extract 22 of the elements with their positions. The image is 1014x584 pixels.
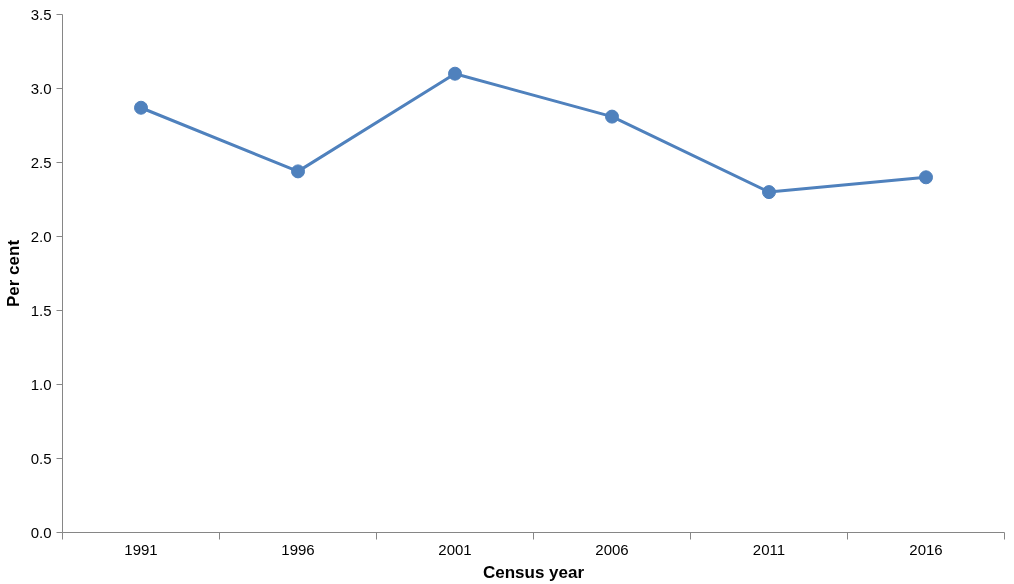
y-tick-label: 2.0 bbox=[30, 227, 52, 245]
point bbox=[605, 109, 619, 124]
point bbox=[448, 66, 462, 81]
x-tick-label: 2016 bbox=[909, 540, 943, 558]
y-tick-label: 0.5 bbox=[30, 449, 52, 467]
y-axis-title: Per cent bbox=[3, 239, 23, 308]
point bbox=[291, 164, 305, 179]
x-tick-label: 2011 bbox=[752, 540, 786, 558]
y-tick-label: 3.5 bbox=[30, 5, 52, 23]
y-tick-label: 3.0 bbox=[30, 79, 52, 97]
x-tick-label: 2001 bbox=[438, 540, 472, 558]
y-tick-label: 1.5 bbox=[30, 301, 52, 319]
x-tick-label: 1996 bbox=[281, 540, 315, 558]
x-tick-label: 2006 bbox=[595, 540, 629, 558]
point bbox=[762, 185, 776, 200]
point bbox=[919, 170, 933, 185]
x-axis-title: Census year bbox=[482, 562, 585, 582]
y-tick-label: 2.5 bbox=[30, 153, 52, 171]
y-tick-label: 1.0 bbox=[30, 375, 52, 393]
y-tick-label: 0.0 bbox=[30, 523, 52, 541]
point bbox=[134, 100, 148, 115]
x-tick-label: 1991 bbox=[124, 540, 158, 558]
